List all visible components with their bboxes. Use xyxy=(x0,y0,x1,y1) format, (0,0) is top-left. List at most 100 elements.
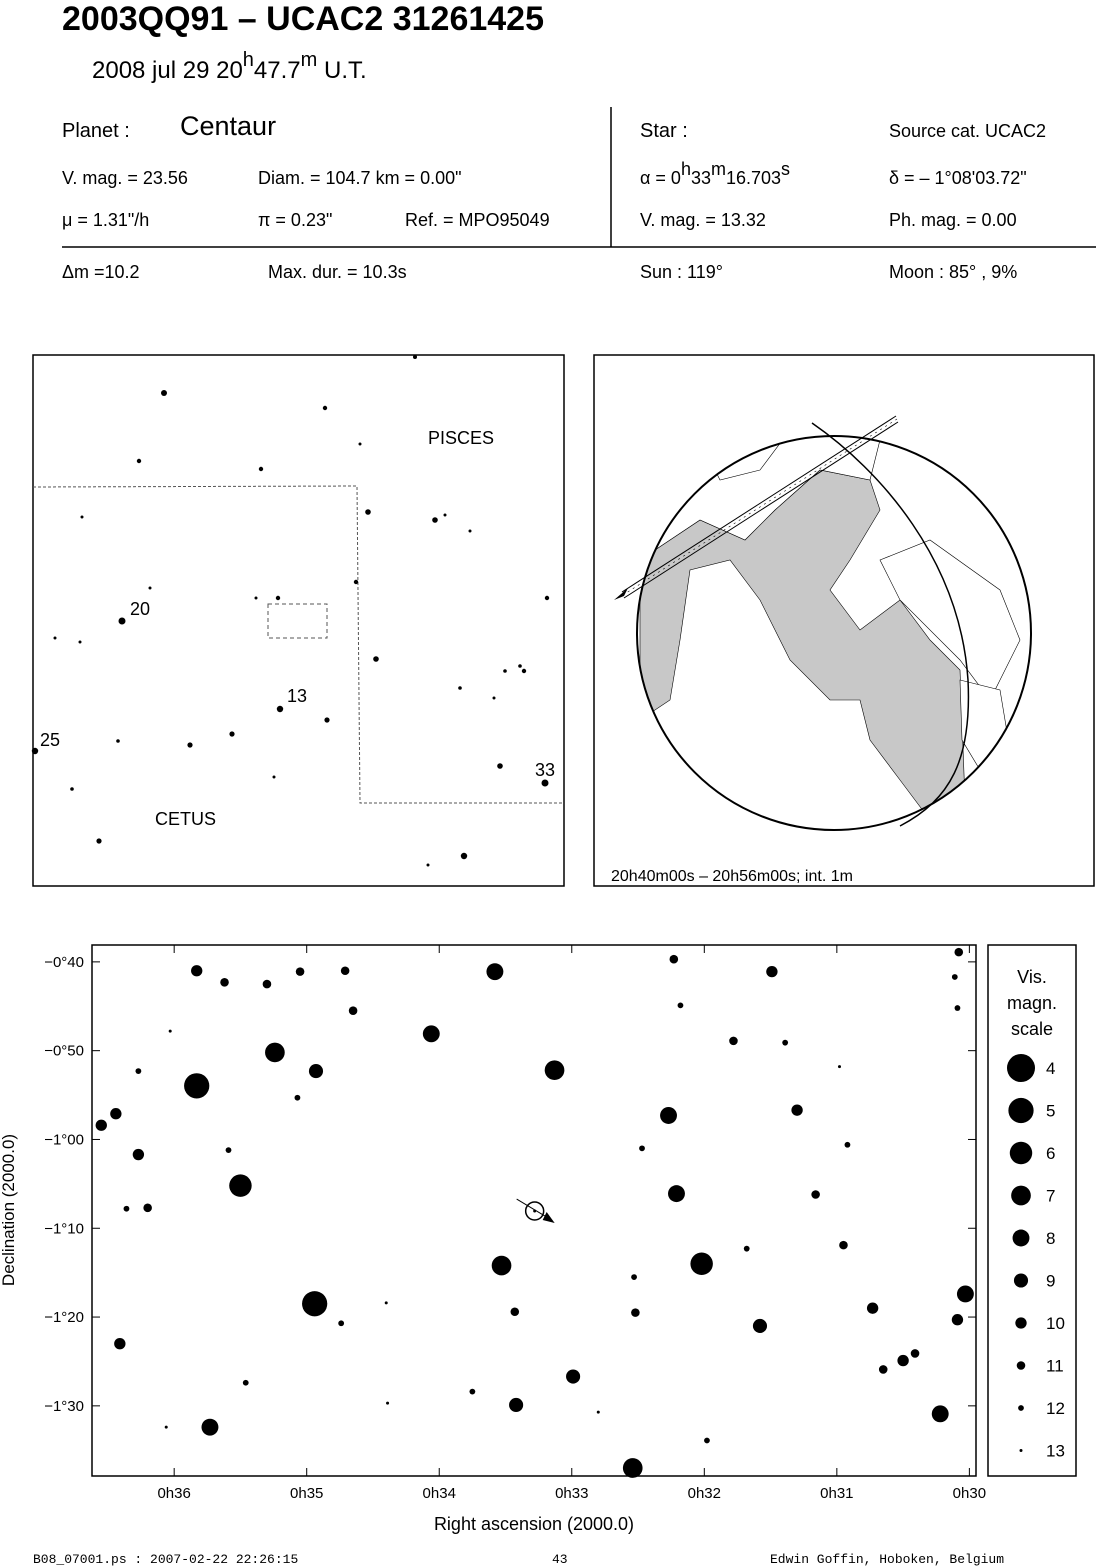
legend-swatch xyxy=(1018,1405,1024,1411)
legend-label: 4 xyxy=(1046,1059,1055,1078)
legend-label: 5 xyxy=(1046,1102,1055,1121)
star xyxy=(386,1401,390,1405)
globe-panel: 20h40m00s – 20h56m00s; int. 1m xyxy=(593,354,1095,887)
star xyxy=(510,1307,520,1317)
star xyxy=(837,1065,841,1069)
star xyxy=(951,1314,964,1326)
constellation-boundary xyxy=(32,485,564,804)
moon: Moon : 85° , 9% xyxy=(889,262,1017,282)
star xyxy=(242,1379,249,1386)
star xyxy=(338,1320,345,1327)
star xyxy=(302,1291,328,1317)
star xyxy=(340,966,350,976)
delta: δ = – 1°08'03.72" xyxy=(889,168,1027,188)
terminator xyxy=(811,422,970,827)
legend-label: 7 xyxy=(1046,1187,1055,1206)
star xyxy=(110,1108,122,1120)
legend-swatch xyxy=(1013,1273,1029,1288)
legend-frame xyxy=(987,944,1077,1477)
motion-arrow xyxy=(542,1212,555,1224)
legend-title: Vis. xyxy=(1017,967,1047,987)
star-label: 13 xyxy=(287,686,307,706)
x-tick-label: 0h32 xyxy=(688,1485,721,1502)
y-tick-label: −1°10 xyxy=(44,1220,84,1237)
star xyxy=(566,1369,581,1384)
star xyxy=(348,1006,358,1015)
star xyxy=(631,1308,640,1317)
y-axis-label: Declination (2000.0) xyxy=(0,1134,18,1286)
land-day xyxy=(879,539,1021,701)
star xyxy=(384,1301,388,1305)
star xyxy=(491,1255,512,1276)
globe-frame xyxy=(593,354,1095,887)
alpha-part: 16.703 xyxy=(726,168,781,188)
star xyxy=(791,1104,803,1116)
date: 2008 jul 29 20h47.7m U.T. xyxy=(92,49,367,84)
diam: Diam. = 104.7 km = 0.00" xyxy=(258,168,462,188)
legend-label: 6 xyxy=(1046,1144,1055,1163)
globe xyxy=(639,436,1021,821)
target-ring xyxy=(524,1201,545,1221)
legend-title: magn. xyxy=(1007,993,1057,1013)
legend-label: 11 xyxy=(1046,1357,1064,1376)
star-label: 25 xyxy=(40,730,60,750)
star xyxy=(631,1274,637,1280)
star xyxy=(622,1458,643,1478)
ref: Ref. = MPO95049 xyxy=(405,210,550,230)
y-tick-label: −0°50 xyxy=(44,1043,84,1060)
star xyxy=(114,1338,126,1350)
legend-title: scale xyxy=(1011,1019,1053,1039)
y-tick-label: −1°30 xyxy=(44,1398,84,1415)
star xyxy=(262,979,272,989)
star xyxy=(422,1025,440,1043)
star xyxy=(729,1036,738,1046)
date-part: 2008 jul 29 20 xyxy=(92,57,243,84)
y-tick-label: −1°20 xyxy=(44,1309,84,1326)
star xyxy=(95,1119,107,1131)
globe-caption: 20h40m00s – 20h56m00s; int. 1m xyxy=(611,868,853,885)
x-tick-label: 0h36 xyxy=(157,1485,190,1502)
star xyxy=(220,978,229,987)
globe-outline xyxy=(636,435,1032,831)
star xyxy=(844,1141,851,1148)
alpha: α = 0h33m16.703s xyxy=(640,159,790,188)
path-line xyxy=(516,1198,547,1218)
star xyxy=(596,1410,600,1414)
star xyxy=(811,1190,820,1199)
alpha-part: α = 0 xyxy=(640,168,681,188)
star xyxy=(265,1042,285,1063)
star xyxy=(668,1185,685,1203)
legend-label: 10 xyxy=(1046,1314,1065,1333)
star xyxy=(132,1148,145,1161)
star xyxy=(225,1147,232,1154)
footer-author: Edwin Goffin, Hoboken, Belgium xyxy=(770,1552,1004,1567)
star xyxy=(168,1029,172,1033)
legend-label: 8 xyxy=(1046,1229,1055,1248)
star-label: Star : xyxy=(640,120,688,142)
star xyxy=(184,1073,210,1099)
alpha-part: s xyxy=(781,159,790,179)
star xyxy=(677,1002,684,1009)
footer-file: B08_07001.ps : 2007-02-22 22:26:15 xyxy=(33,1552,298,1567)
star xyxy=(135,1068,142,1074)
star xyxy=(469,1388,476,1395)
star xyxy=(839,1240,848,1250)
star xyxy=(878,1365,888,1374)
constellation-label: CETUS xyxy=(155,809,216,829)
sun: Sun : 119° xyxy=(640,262,723,282)
x-tick-label: 0h31 xyxy=(820,1485,853,1502)
star xyxy=(866,1302,879,1314)
alpha-part: 33 xyxy=(691,168,711,188)
vmag: V. mag. = 23.56 xyxy=(62,168,188,188)
delta-mag: Δm =10.2 xyxy=(62,262,140,282)
star xyxy=(509,1397,524,1413)
star xyxy=(931,1405,949,1423)
parallax: π = 0.23" xyxy=(258,210,332,230)
track-arrow xyxy=(614,588,628,600)
star xyxy=(897,1354,909,1367)
legend-swatch xyxy=(1006,1053,1036,1083)
star xyxy=(951,974,958,980)
star xyxy=(782,1039,789,1046)
track xyxy=(622,418,898,596)
